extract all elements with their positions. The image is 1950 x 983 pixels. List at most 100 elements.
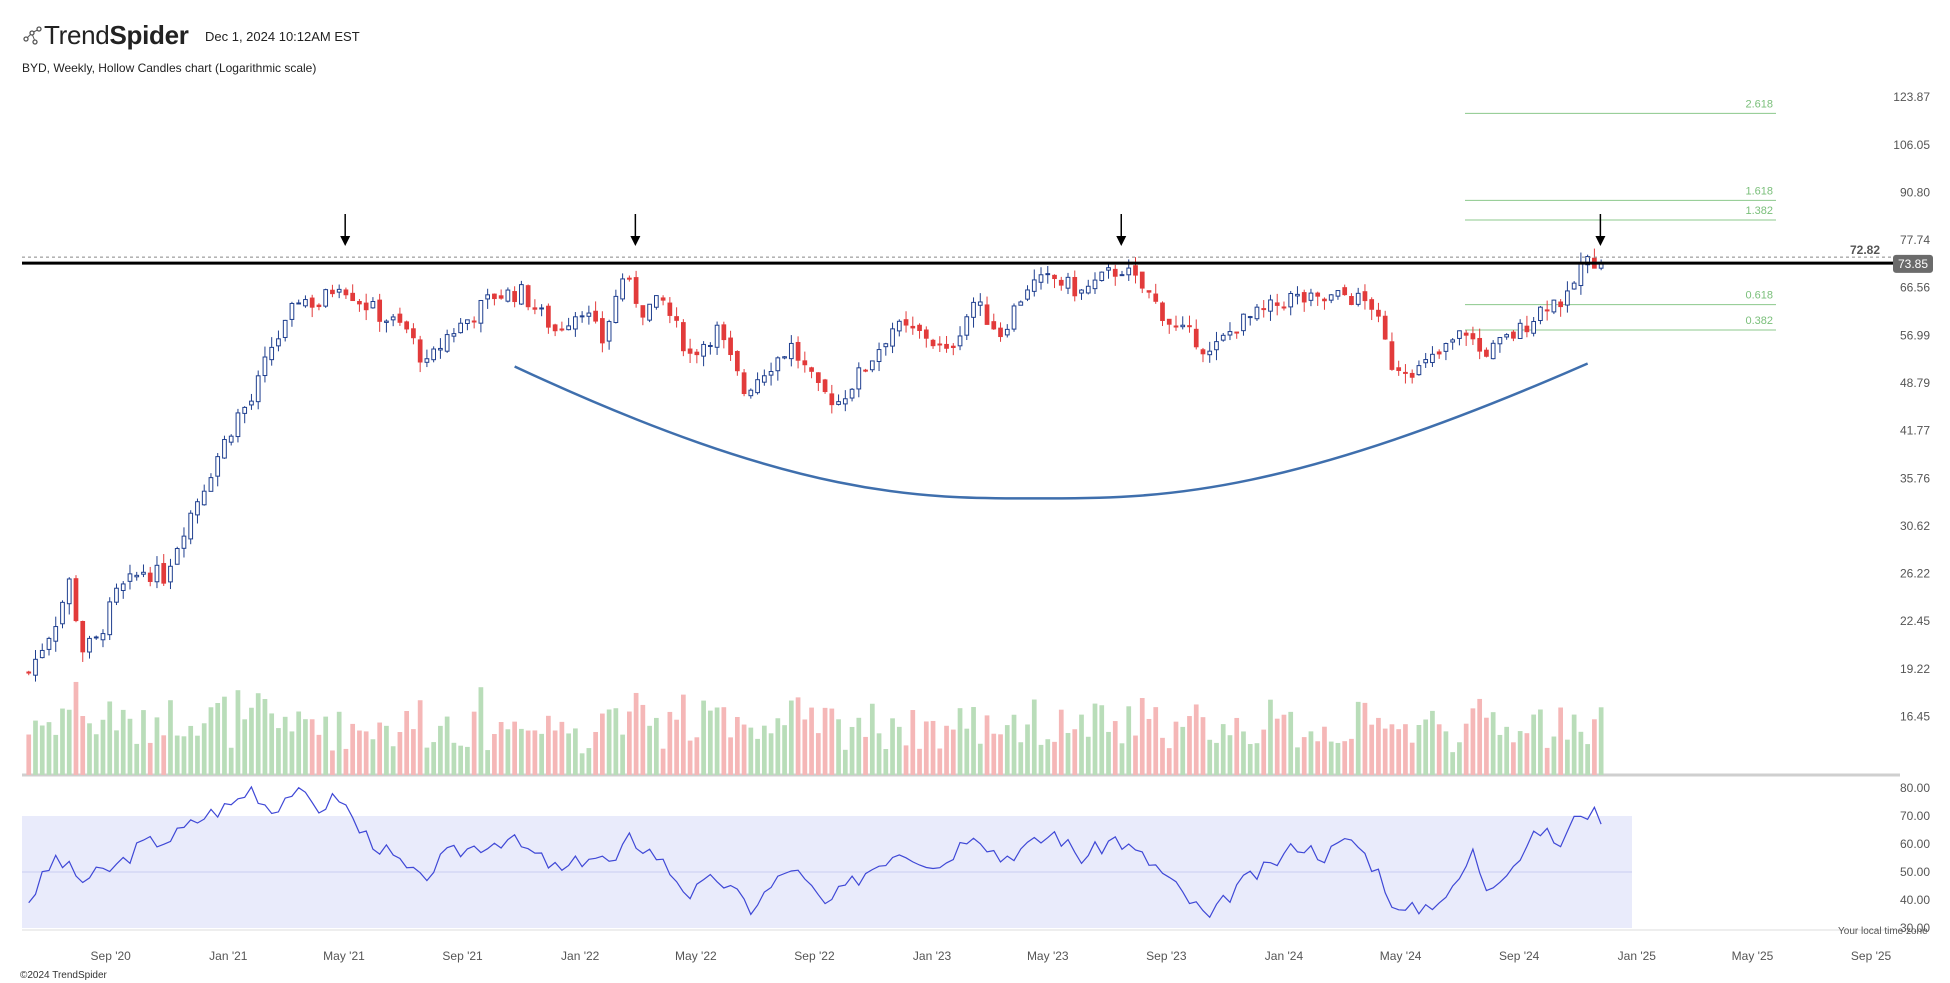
- candle-body: [1497, 337, 1503, 345]
- x-tick-label: May '24: [1380, 949, 1422, 963]
- y-tick-label: 41.77: [1900, 424, 1930, 438]
- volume-bar: [1450, 752, 1456, 775]
- candle-body: [249, 400, 254, 406]
- candle-body: [262, 356, 268, 377]
- volume-bar: [660, 748, 666, 775]
- volume-bar: [1457, 742, 1462, 775]
- volume-bar: [1416, 724, 1422, 775]
- volume-bar: [1349, 738, 1354, 775]
- candle-body: [971, 301, 976, 318]
- y-tick-label: 66.56: [1900, 281, 1930, 295]
- volume-bar: [235, 690, 241, 775]
- candle-body: [977, 301, 983, 306]
- candle-body: [1443, 343, 1449, 352]
- volume-bar: [262, 699, 268, 775]
- candle-body: [1484, 349, 1489, 357]
- candle-body: [1011, 305, 1017, 330]
- volume-bar: [303, 719, 308, 775]
- candle-body: [1004, 328, 1010, 336]
- candle-body: [512, 291, 517, 303]
- candle-body: [1362, 291, 1368, 302]
- volume-bar: [1369, 724, 1375, 775]
- volume-bar: [323, 716, 329, 775]
- candle-body: [579, 315, 585, 318]
- candle-body: [991, 321, 997, 330]
- volume-bar: [114, 730, 119, 775]
- candle-body: [863, 369, 868, 372]
- volume-bar: [87, 723, 92, 775]
- candle-body: [276, 338, 281, 347]
- y-tick-label: 19.22: [1900, 662, 1930, 676]
- volume-bar: [1355, 701, 1361, 775]
- candle-body: [1544, 309, 1550, 312]
- volume-bar: [552, 730, 558, 775]
- candle-body: [586, 312, 592, 317]
- volume-bar: [404, 710, 410, 775]
- candle-body: [471, 320, 477, 323]
- candle-body: [856, 367, 862, 390]
- candle-body: [242, 406, 248, 414]
- volume-bar: [1085, 736, 1091, 775]
- candle-body: [154, 564, 160, 583]
- volume-bar: [1538, 709, 1543, 775]
- volume-bar: [734, 716, 740, 775]
- cup-arc-path: [514, 362, 1589, 500]
- candle-body: [1220, 334, 1226, 341]
- candle-body: [519, 284, 524, 305]
- candle-body: [363, 302, 369, 311]
- candle-body: [1531, 320, 1537, 334]
- volume-bar: [330, 750, 335, 775]
- x-tick-label: Sep '23: [1146, 949, 1187, 963]
- volume-bar: [1558, 707, 1564, 775]
- candle-body: [1436, 351, 1442, 355]
- candle-body: [775, 357, 781, 372]
- touch-arrows: [340, 214, 1606, 246]
- cup-arc: [514, 362, 1589, 500]
- candle-body: [660, 297, 666, 301]
- volume-bar: [620, 734, 625, 775]
- x-tick-label: Jan '21: [209, 949, 248, 963]
- volume-bar: [667, 711, 673, 775]
- x-tick-label: Sep '20: [91, 949, 132, 963]
- volume-bar: [984, 715, 990, 775]
- rsi-tick-label: 30.00: [1900, 921, 1930, 935]
- candle-body: [1457, 330, 1462, 339]
- trendspider-logo[interactable]: TrendSpider: [22, 20, 189, 51]
- volume-bar: [1072, 729, 1078, 775]
- candle-body: [876, 349, 882, 363]
- candle-body: [53, 626, 59, 642]
- volume-bar: [80, 716, 86, 775]
- candle-body: [147, 572, 153, 582]
- volume-bar: [532, 730, 538, 775]
- candle-body: [1416, 365, 1422, 376]
- candle-body: [539, 307, 544, 310]
- volume-bar: [1214, 742, 1219, 775]
- candle-body: [1227, 331, 1233, 336]
- volume-bar: [815, 733, 821, 775]
- candle-body: [849, 388, 855, 399]
- candle-body: [1173, 325, 1179, 328]
- candle-body: [1504, 334, 1510, 338]
- candle-body: [431, 348, 437, 361]
- candle-body: [917, 324, 922, 331]
- candle-body: [438, 347, 443, 351]
- candle-body: [1585, 256, 1590, 266]
- candle-body: [647, 303, 652, 321]
- volume-bar: [998, 734, 1003, 775]
- candle-body: [141, 571, 146, 575]
- candle-body: [896, 320, 902, 332]
- volume-bar: [350, 723, 356, 775]
- candle-body: [680, 322, 686, 352]
- y-tick-label: 35.76: [1900, 471, 1930, 485]
- volume-bar: [1011, 714, 1017, 775]
- candle-body: [114, 587, 119, 603]
- volume-bar: [633, 692, 639, 775]
- candle-body: [1079, 289, 1084, 294]
- volume-bar: [1004, 725, 1010, 775]
- candle-body: [1126, 267, 1132, 276]
- volume-bar: [546, 715, 551, 775]
- candle-body: [768, 371, 774, 376]
- volume-bar: [1241, 731, 1246, 775]
- volume-bar: [525, 730, 531, 775]
